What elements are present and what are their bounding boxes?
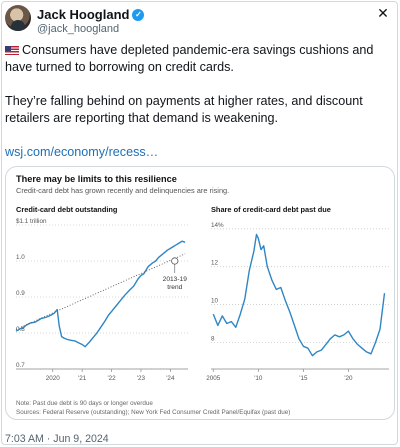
x-tick-label: '21	[78, 375, 87, 382]
trend-line	[15, 253, 186, 330]
close-icon[interactable]: ✕	[377, 5, 389, 21]
tweet-paragraph-2: They’re falling behind on payments at hi…	[5, 94, 363, 125]
card-subtitle: Credit-card debt has grown recently and …	[16, 186, 230, 195]
series-line	[15, 240, 186, 348]
y-tick-label: 10	[211, 298, 219, 305]
y-tick-label: 0.9	[16, 290, 25, 297]
x-tick-label: '15	[299, 375, 308, 382]
x-tick-label: 2005	[206, 375, 221, 382]
chart-card[interactable]: There may be limits to this resilience C…	[5, 166, 395, 420]
x-tick-label: '20	[344, 375, 353, 382]
y-tick-label: 1.0	[16, 254, 25, 261]
x-tick-label: '10	[254, 375, 263, 382]
trend-label: trend	[167, 284, 182, 291]
author-handle[interactable]: @jack_hoogland	[37, 23, 120, 35]
chart-title-past-due: Share of credit-card debt past due	[211, 205, 331, 214]
y-tick-label: 14%	[211, 222, 224, 229]
author-name[interactable]: Jack Hoogland	[37, 7, 130, 22]
y-tick-label: 0.7	[16, 362, 25, 369]
trend-marker	[171, 257, 179, 265]
card-title: There may be limits to this resilience	[16, 174, 177, 184]
x-tick-label: '24	[166, 375, 175, 382]
tweet-paragraph-1: Consumers have depleted pandemic-era sav…	[5, 43, 374, 74]
avatar[interactable]	[5, 5, 31, 31]
series-line	[212, 233, 386, 357]
x-tick-label: 2020	[46, 375, 61, 382]
y-tick-label: $1.1 trillion	[16, 218, 47, 225]
author-name-row: Jack Hoogland ✓	[37, 7, 145, 22]
x-tick-label: '23	[137, 375, 146, 382]
tweet-timestamp[interactable]: 7:03 AM · Jun 9, 2024	[5, 433, 109, 445]
trend-label: 2013-19	[163, 276, 188, 283]
past-due-share-chart: 14% 12 10 8 2005 '10 '15 '20	[206, 222, 389, 382]
debt-outstanding-chart: $1.1 trillion 1.0 0.9 0.8 0.7 2020 '21 '22 '23 '2…	[15, 218, 188, 382]
y-tick-label: 0.8	[16, 326, 25, 333]
tweet-header: Jack Hoogland ✓ @jack_hoogland ✕	[5, 5, 395, 41]
chart-title-debt: Credit-card debt outstanding	[16, 205, 118, 214]
chart-sources: Sources: Federal Reserve (outstanding); …	[16, 409, 291, 416]
y-tick-label: 12	[211, 260, 219, 267]
y-tick-label: 8	[211, 335, 215, 342]
verified-badge-icon: ✓	[132, 8, 145, 21]
us-flag-icon	[5, 46, 19, 55]
chart-note: Note: Past due debt is 90 days or longer…	[16, 400, 153, 407]
article-link[interactable]: wsj.com/economy/recess…	[5, 145, 159, 159]
tweet-text: Consumers have depleted pandemic-era sav…	[5, 42, 397, 144]
x-tick-label: '22	[107, 375, 116, 382]
